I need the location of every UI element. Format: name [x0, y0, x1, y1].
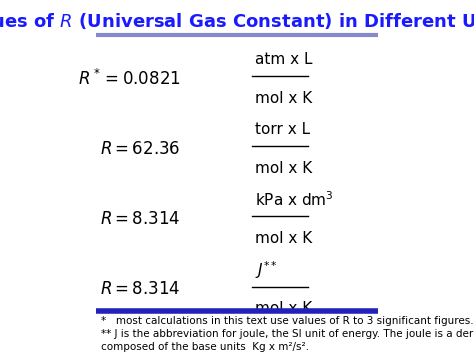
Text: mol x K: mol x K [255, 161, 313, 176]
Text: composed of the base units  Kg x m²/s².: composed of the base units Kg x m²/s². [101, 343, 310, 353]
Text: mol x K: mol x K [255, 301, 313, 316]
Text: $R =  8.314$: $R = 8.314$ [100, 210, 181, 228]
Text: mol x K: mol x K [255, 231, 313, 246]
Text: torr x L: torr x L [255, 122, 310, 137]
Text: kPa x dm$^3$: kPa x dm$^3$ [255, 191, 334, 209]
Text: $J^{**}$: $J^{**}$ [255, 259, 278, 281]
Text: *   most calculations in this text use values of R to 3 significant figures.: * most calculations in this text use val… [101, 316, 474, 326]
Text: $R = 62.36$: $R = 62.36$ [100, 140, 181, 158]
Text: Values of $\mathit{R}$ (Universal Gas Constant) in Different Units: Values of $\mathit{R}$ (Universal Gas Co… [0, 11, 474, 31]
Text: mol x K: mol x K [255, 91, 313, 105]
Text: $R  = 8.314$: $R = 8.314$ [100, 280, 181, 299]
Text: atm x L: atm x L [255, 52, 313, 67]
Text: $R^* = 0.0821$: $R^* = 0.0821$ [78, 69, 181, 89]
Text: ** J is the abbreviation for joule, the SI unit of energy. The joule is a derive: ** J is the abbreviation for joule, the … [101, 329, 474, 339]
